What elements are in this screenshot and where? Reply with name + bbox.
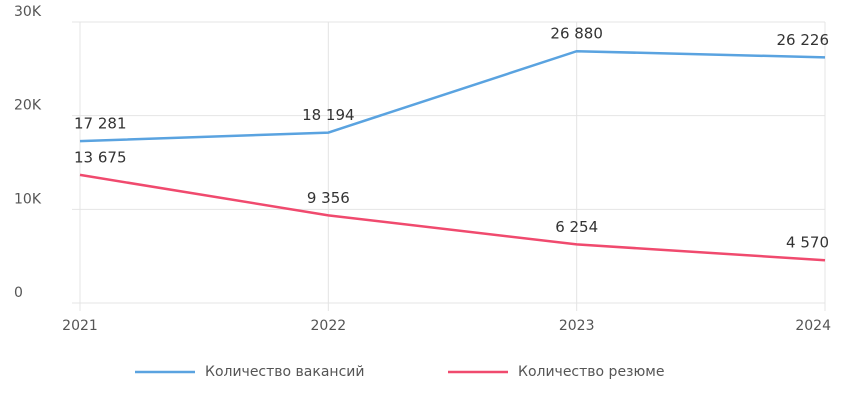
y-tick-label: 0 <box>14 285 23 301</box>
legend-label: Количество резюме <box>518 364 664 380</box>
y-tick-label: 20K <box>14 98 42 114</box>
x-tick-label: 2021 <box>62 318 98 334</box>
x-tick-label: 2022 <box>311 318 347 334</box>
data-label: 4 570 <box>786 234 829 252</box>
series-line <box>79 49 826 143</box>
legend-label: Количество вакансий <box>205 364 364 380</box>
y-tick-label: 10K <box>14 191 42 207</box>
data-label: 17 281 <box>74 115 127 133</box>
data-label: 26 880 <box>550 25 603 43</box>
data-label: 18 194 <box>302 106 355 124</box>
data-label: 6 254 <box>555 218 598 236</box>
series-line <box>79 173 826 262</box>
y-tick-label: 30K <box>14 4 42 20</box>
data-label: 13 675 <box>74 148 127 166</box>
x-tick-label: 2023 <box>559 318 595 334</box>
x-tick-label: 2024 <box>795 318 831 334</box>
data-label: 9 356 <box>307 189 350 207</box>
data-label: 26 226 <box>777 31 830 49</box>
